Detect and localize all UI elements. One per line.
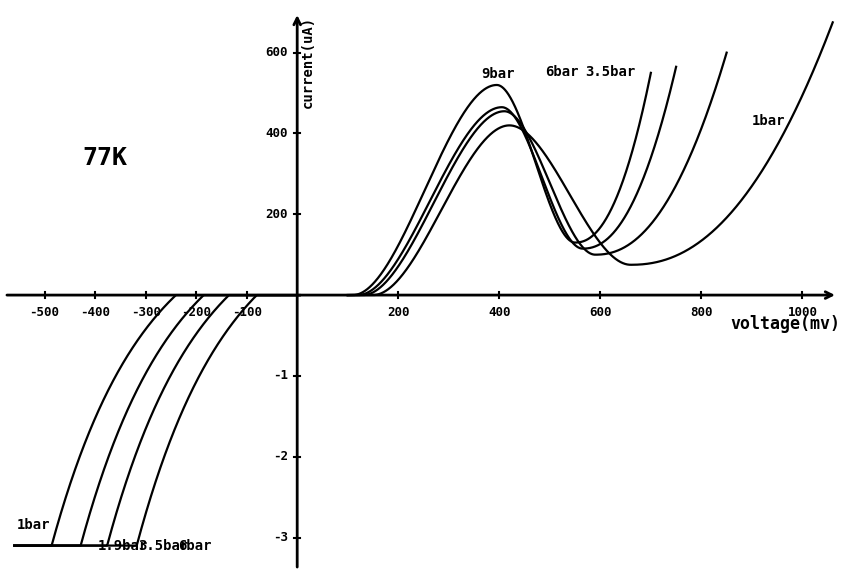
Text: -100: -100 <box>232 307 262 319</box>
Text: 6bar: 6bar <box>545 65 579 79</box>
Text: -2: -2 <box>273 450 288 463</box>
Text: 9bar: 9bar <box>482 67 515 81</box>
Text: 600: 600 <box>266 46 288 59</box>
Text: 1000: 1000 <box>788 307 817 319</box>
Text: 77K: 77K <box>83 146 128 170</box>
Text: -3: -3 <box>273 531 288 544</box>
Text: -1: -1 <box>273 370 288 382</box>
Text: current(uA): current(uA) <box>302 16 315 108</box>
Text: -300: -300 <box>130 307 161 319</box>
Text: -400: -400 <box>80 307 110 319</box>
Text: 600: 600 <box>589 307 612 319</box>
Text: 400: 400 <box>488 307 511 319</box>
Text: 3.5bar: 3.5bar <box>585 65 635 79</box>
Text: 200: 200 <box>387 307 409 319</box>
Text: 1.9bar: 1.9bar <box>97 538 148 553</box>
Text: 400: 400 <box>266 127 288 140</box>
Text: -200: -200 <box>181 307 211 319</box>
Text: voltage(mv): voltage(mv) <box>730 315 840 333</box>
Text: 1bar: 1bar <box>17 518 50 533</box>
Text: -500: -500 <box>30 307 59 319</box>
Text: 200: 200 <box>266 208 288 221</box>
Text: 6bar: 6bar <box>179 538 212 553</box>
Text: 1bar: 1bar <box>752 114 785 129</box>
Text: 3.5bar: 3.5bar <box>138 538 188 553</box>
Text: 800: 800 <box>690 307 712 319</box>
